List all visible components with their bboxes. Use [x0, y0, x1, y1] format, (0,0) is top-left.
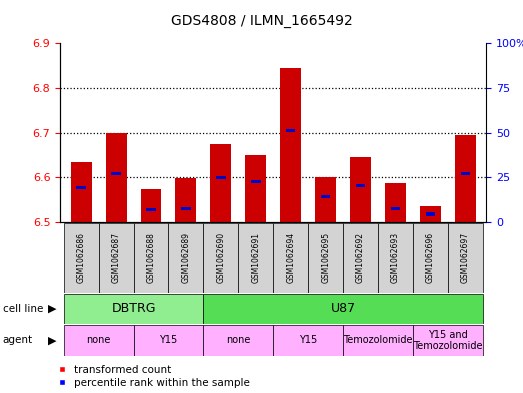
Bar — [181, 207, 191, 210]
Bar — [448, 223, 483, 293]
Bar — [413, 325, 483, 356]
Text: U87: U87 — [331, 302, 356, 316]
Bar — [216, 176, 225, 179]
Bar — [71, 162, 92, 222]
Bar — [343, 325, 413, 356]
Bar — [238, 223, 274, 293]
Bar — [420, 206, 441, 222]
Text: GSM1062694: GSM1062694 — [286, 232, 295, 283]
Text: agent: agent — [3, 335, 33, 345]
Bar — [64, 294, 203, 324]
Text: GSM1062693: GSM1062693 — [391, 232, 400, 283]
Text: GSM1062695: GSM1062695 — [321, 232, 330, 283]
Bar — [274, 223, 308, 293]
Bar — [64, 223, 98, 293]
Bar — [391, 207, 400, 210]
Bar — [308, 223, 343, 293]
Legend: transformed count, percentile rank within the sample: transformed count, percentile rank withi… — [58, 365, 250, 388]
Bar — [210, 144, 231, 222]
Bar — [203, 294, 483, 324]
Text: GSM1062689: GSM1062689 — [181, 232, 190, 283]
Bar — [203, 223, 238, 293]
Text: GSM1062690: GSM1062690 — [217, 232, 225, 283]
Bar — [133, 325, 203, 356]
Text: GSM1062688: GSM1062688 — [146, 232, 155, 283]
Text: DBTRG: DBTRG — [111, 302, 156, 316]
Text: Y15 and
Temozolomide: Y15 and Temozolomide — [413, 330, 483, 351]
Text: ▶: ▶ — [48, 335, 56, 345]
Bar — [461, 172, 470, 175]
Bar — [106, 133, 127, 222]
Bar — [146, 208, 156, 211]
Bar — [251, 180, 260, 184]
Text: ▶: ▶ — [48, 304, 56, 314]
Bar — [413, 223, 448, 293]
Bar — [76, 185, 86, 189]
Text: Y15: Y15 — [299, 335, 317, 345]
Bar — [203, 325, 274, 356]
Bar — [141, 189, 162, 222]
Bar — [455, 135, 476, 222]
Bar — [111, 172, 121, 175]
Text: GSM1062697: GSM1062697 — [461, 232, 470, 283]
Bar — [245, 155, 266, 222]
Text: GSM1062686: GSM1062686 — [76, 232, 86, 283]
Bar — [168, 223, 203, 293]
Text: GSM1062687: GSM1062687 — [111, 232, 120, 283]
Text: GSM1062692: GSM1062692 — [356, 232, 365, 283]
Bar — [175, 178, 197, 222]
Bar — [133, 223, 168, 293]
Bar — [286, 129, 295, 132]
Bar — [274, 325, 343, 356]
Bar — [321, 195, 331, 198]
Text: Y15: Y15 — [160, 335, 178, 345]
Bar — [426, 213, 435, 216]
Bar — [378, 223, 413, 293]
Bar — [315, 177, 336, 222]
Bar — [98, 223, 133, 293]
Bar — [64, 325, 133, 356]
Bar — [343, 223, 378, 293]
Bar — [280, 68, 301, 222]
Text: GDS4808 / ILMN_1665492: GDS4808 / ILMN_1665492 — [170, 14, 353, 28]
Text: none: none — [226, 335, 251, 345]
Bar — [385, 183, 406, 222]
Text: GSM1062691: GSM1062691 — [251, 232, 260, 283]
Text: GSM1062696: GSM1062696 — [426, 232, 435, 283]
Bar — [356, 184, 366, 187]
Text: none: none — [86, 335, 111, 345]
Text: cell line: cell line — [3, 304, 43, 314]
Bar — [350, 157, 371, 222]
Text: Temozolomide: Temozolomide — [343, 335, 413, 345]
